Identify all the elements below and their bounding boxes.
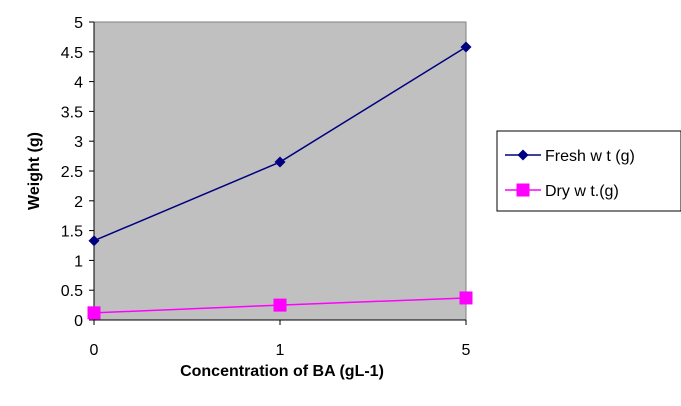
data-point-diamond [274,156,286,168]
y-tick-label: 0 [74,313,83,330]
y-tick-label: 1 [74,253,83,270]
data-point-square [273,298,287,312]
x-tick-label: 5 [462,342,471,359]
legend-marker [516,183,530,197]
y-tick-label: 2.5 [61,164,83,181]
y-tick-label: 4.5 [61,45,83,62]
legend-marker [517,149,529,161]
plot-area [93,21,467,321]
legend-item: Dry w t.(g) [505,183,619,200]
y-axis-title: Weight (g) [26,132,43,210]
legend-label: Fresh w t (g) [545,148,635,165]
data-point-square [87,306,101,320]
legend-box [496,130,681,212]
y-tick-label: 4 [74,75,83,92]
y-tick-label: 5 [74,15,83,32]
y-tick-label: 1.5 [61,224,83,241]
data-point-square [459,291,473,305]
data-point-diamond [88,235,100,247]
series-layer [87,41,473,320]
x-axis-title: Concentration of BA (gL-1) [180,363,384,380]
y-axis-ticks: 0 0.5 1 1.5 2 2.5 3 3.5 4 4.5 5 [61,15,94,330]
y-tick-label: 0.5 [61,283,83,300]
y-tick-label: 2 [74,194,83,211]
legend: Fresh w t (g) Dry w t.(g) [496,130,681,212]
x-tick-label: 0 [90,342,99,359]
x-axis-ticks: 0 1 5 [90,320,471,359]
series-dry-weight [87,291,473,320]
series-fresh-weight [88,41,472,247]
legend-label: Dry w t.(g) [545,183,619,200]
y-tick-label: 3.5 [61,104,83,121]
data-point-diamond [460,41,472,53]
legend-item: Fresh w t (g) [505,148,635,165]
x-tick-label: 1 [276,342,285,359]
y-tick-label: 3 [74,134,83,151]
